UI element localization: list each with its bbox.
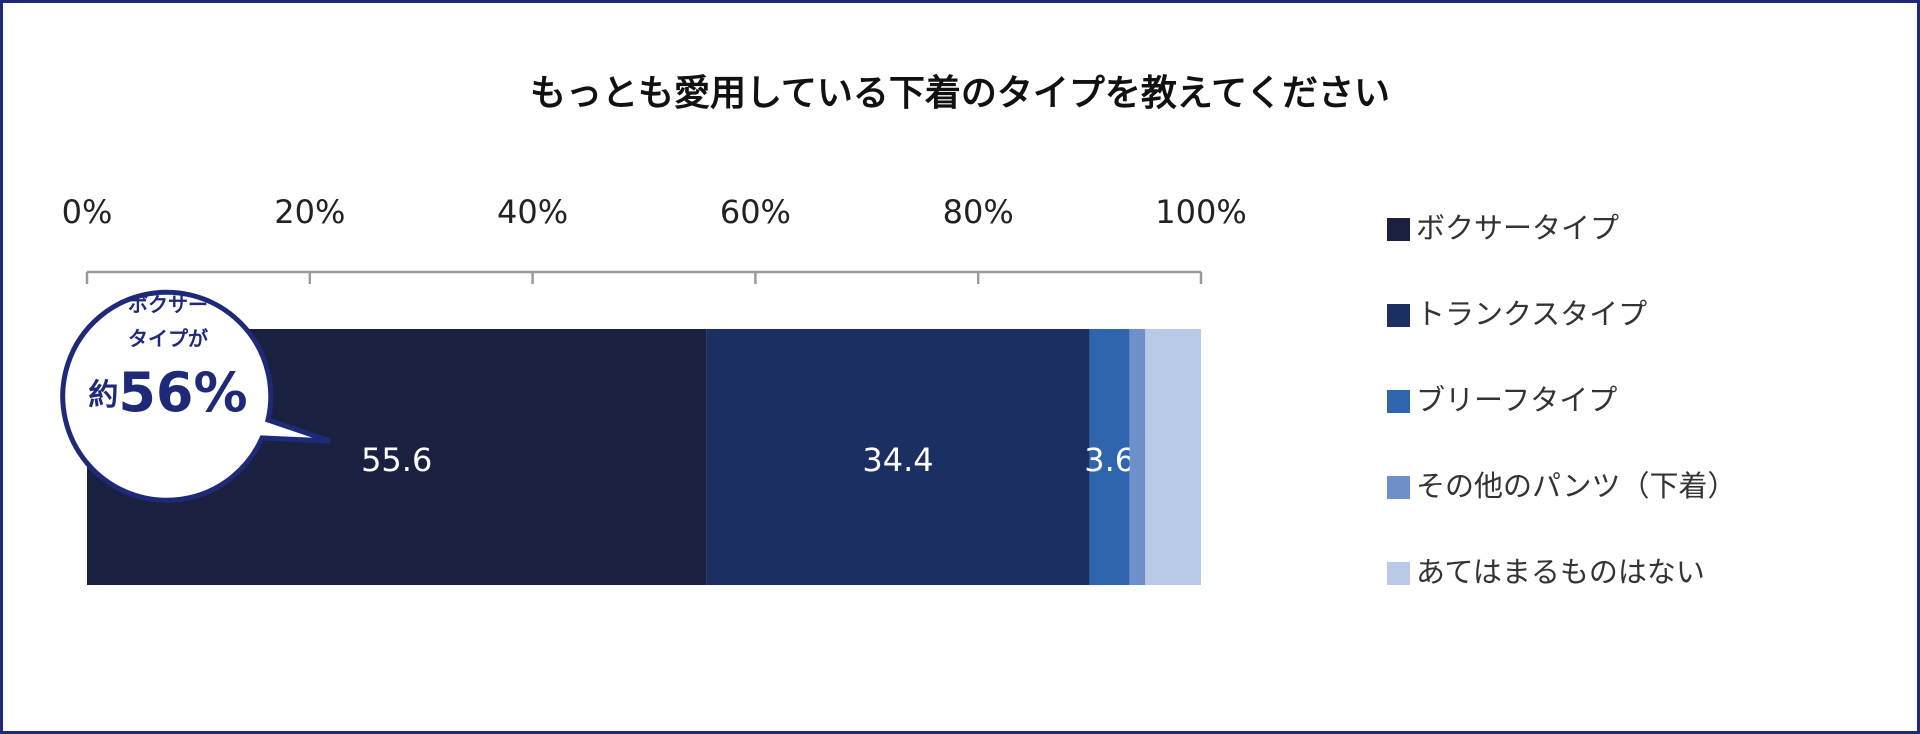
callout-number: 56%	[118, 361, 247, 424]
x-tick-label: 80%	[943, 193, 1014, 231]
legend-label: ボクサータイプ	[1416, 211, 1619, 245]
callout-line: ボクサー	[128, 293, 208, 317]
bar-segment	[706, 329, 1090, 585]
x-tick-label: 60%	[720, 193, 791, 231]
callout-bubble	[60, 289, 331, 503]
data-label: 34.4	[862, 441, 933, 479]
chart-title: もっとも愛用している下着のタイプを教えてください	[530, 73, 1390, 114]
legend-label: トランクスタイプ	[1416, 297, 1647, 331]
x-tick-label: 0%	[62, 193, 113, 231]
bar-segment	[1129, 329, 1146, 585]
callout: ボクサー タイプが 約56%	[60, 289, 331, 503]
bar-segment	[1089, 329, 1130, 585]
x-tick-label: 20%	[274, 193, 345, 231]
data-label: 55.6	[361, 441, 432, 479]
legend-label: ブリーフタイプ	[1416, 383, 1617, 417]
callout-prefix: 約	[88, 378, 118, 413]
legend-label: その他のパンツ（下着）	[1416, 469, 1736, 503]
data-label: 3.6	[1084, 441, 1135, 479]
x-tick-label: 100%	[1155, 193, 1246, 231]
legend-swatch	[1387, 304, 1410, 327]
legend-swatch	[1387, 390, 1410, 413]
bar-segment	[1145, 329, 1201, 585]
callout-line: タイプが	[128, 327, 208, 351]
legend-swatch	[1387, 218, 1410, 241]
legend-label: あてはまるものはない	[1416, 555, 1705, 589]
callout-value: 約56%	[88, 361, 247, 424]
x-tick-label: 40%	[497, 193, 568, 231]
legend-swatch	[1387, 562, 1410, 585]
legend-swatch	[1387, 476, 1410, 499]
